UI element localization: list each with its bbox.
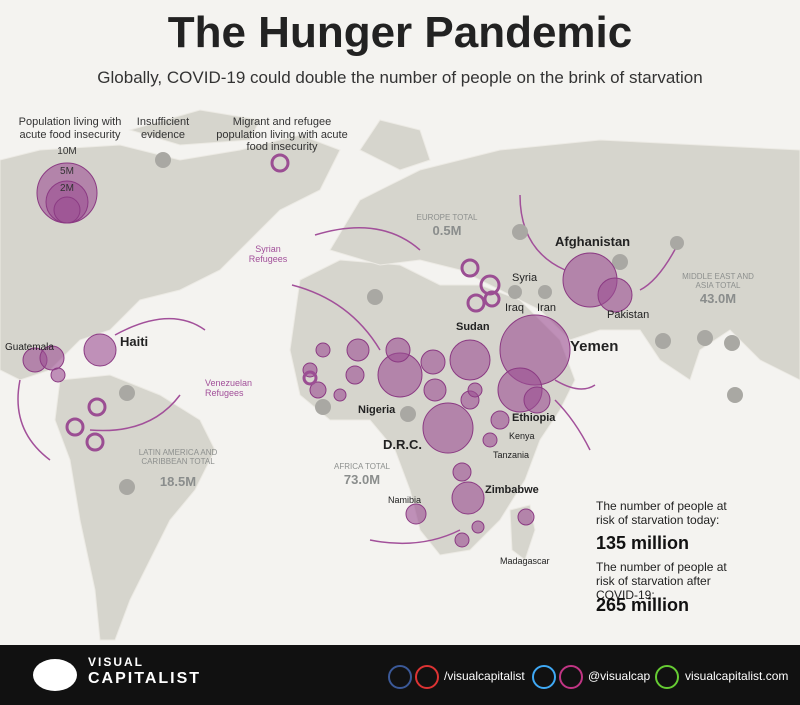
country-label: Namibia	[388, 495, 422, 505]
subtitle: Globally, COVID-19 could double the numb…	[97, 68, 703, 87]
refugee-label: Syrian Refugees	[248, 244, 288, 265]
country-label: Afghanistan	[555, 234, 631, 249]
country-label: Haiti	[120, 334, 149, 349]
region-name: MIDDLE EAST AND ASIA TOTAL	[682, 272, 754, 291]
footer-bar	[0, 645, 800, 705]
legend-label: Population living with acute food insecu…	[18, 116, 122, 141]
region-name: AFRICA TOTAL	[333, 462, 390, 471]
arc	[114, 317, 206, 336]
country-label: Kenya	[509, 431, 535, 441]
stat-value: 265 million	[596, 595, 690, 615]
region-total: 0.5M	[432, 223, 462, 238]
country-label: D.R.C.	[383, 437, 422, 452]
arc	[554, 379, 596, 390]
stat-value: 135 million	[596, 533, 690, 553]
legend-label: Insufficient evidence	[136, 116, 190, 141]
region-total: 73.0M	[343, 472, 381, 487]
refugee-label: Venezuelan Refugees	[205, 378, 253, 399]
footer-icons	[33, 659, 679, 691]
population-circles	[22, 162, 633, 548]
stat-label: The number of people at risk of starvati…	[596, 560, 727, 602]
country-label: Madagascar	[500, 556, 550, 566]
arc	[89, 394, 181, 432]
brand: CAPITALIST	[88, 670, 202, 687]
arc	[314, 226, 421, 251]
arc	[291, 284, 381, 351]
title: The Hunger Pandemic	[167, 8, 633, 57]
arc	[554, 399, 591, 451]
country-label: Tanzania	[493, 450, 530, 460]
country-label: Zimbabwe	[485, 484, 539, 496]
social-link[interactable]: @visualcap	[588, 669, 651, 683]
country-label: Pakistan	[607, 309, 650, 321]
stat-label: The number of people at risk of starvati…	[596, 499, 727, 527]
legend-label: Migrant and refugee population living wi…	[216, 116, 348, 154]
migrant-rings	[65, 153, 501, 452]
region-total: 43.0M	[699, 291, 737, 306]
country-label: Yemen	[570, 338, 619, 355]
arcs	[17, 194, 681, 545]
country-label: Iraq	[505, 302, 524, 314]
country-label: Ethiopia	[512, 412, 556, 424]
country-label: Sudan	[456, 321, 490, 333]
country-label: Iran	[537, 302, 556, 314]
social-link[interactable]: /visualcapitalist	[444, 669, 525, 683]
arc	[519, 194, 566, 271]
legend-size: 2M	[60, 183, 74, 194]
website-link[interactable]: visualcapitalist.com	[685, 669, 789, 683]
country-label: Nigeria	[358, 404, 396, 416]
region-name: LATIN AMERICA AND CARIBBEAN TOTAL	[138, 448, 218, 467]
arc	[369, 529, 461, 545]
legend-size: 5M	[60, 166, 74, 177]
country-label: Guatemala	[5, 342, 54, 353]
region-name: EUROPE TOTAL	[416, 213, 478, 222]
insufficient-markers	[119, 152, 743, 495]
legend-size: 10M	[57, 146, 77, 157]
region-total: 18.5M	[159, 474, 197, 489]
country-label: Syria	[512, 272, 538, 284]
brand: VISUAL	[88, 655, 145, 669]
arc	[17, 379, 51, 461]
